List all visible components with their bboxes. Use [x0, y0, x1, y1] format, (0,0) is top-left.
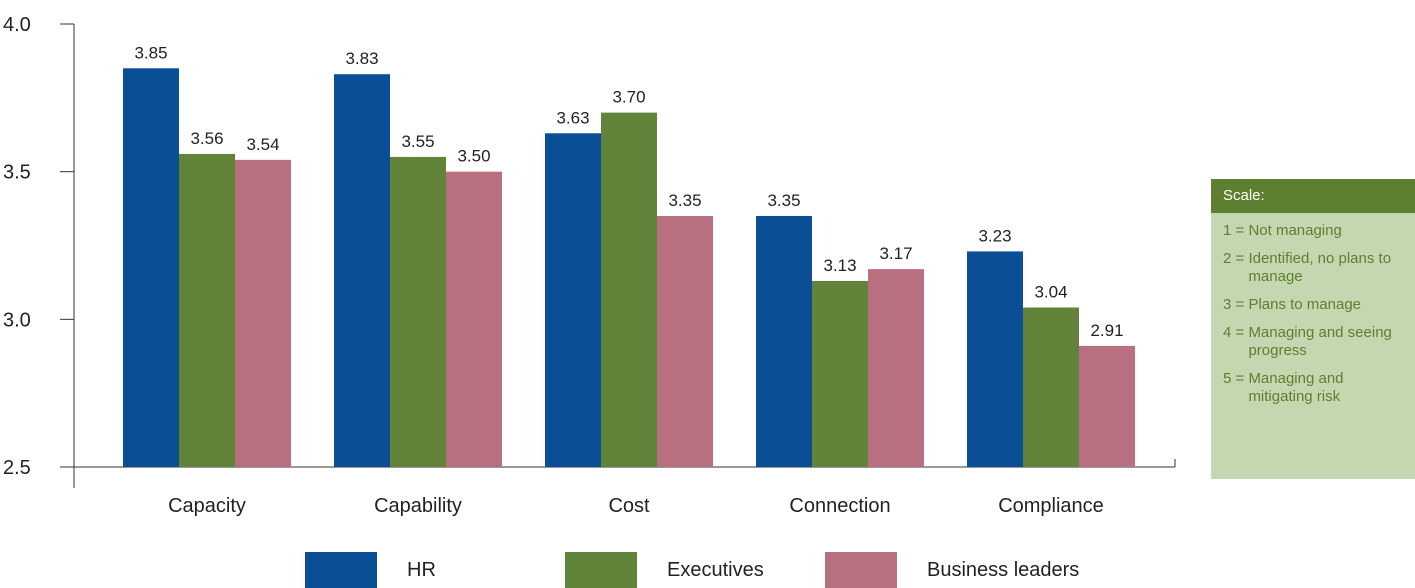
- bar-value-label: 3.56: [190, 129, 223, 148]
- scale-item-number: 4 =: [1223, 324, 1249, 341]
- bar-hr-connection: [756, 215, 812, 467]
- bar-business-leaders-connection: [868, 269, 924, 467]
- y-tick-label: 3.0: [3, 309, 31, 331]
- legend-swatch-executives: [565, 552, 637, 588]
- bar-executives-capability: [390, 156, 446, 467]
- scale-item-number: 5 =: [1223, 370, 1249, 387]
- scale-title: Scale:: [1211, 179, 1415, 213]
- bar-value-label: 3.70: [612, 88, 645, 107]
- scale-item-number: 3 =: [1223, 296, 1249, 313]
- legend-item-hr: HR: [305, 552, 565, 588]
- bar-value-label: 3.17: [879, 244, 912, 263]
- scale-item-text: Plans to manage: [1248, 296, 1362, 313]
- scale-item: 3 = Plans to manage: [1223, 296, 1405, 314]
- bar-executives-connection: [812, 280, 868, 467]
- bar-value-label: 3.35: [668, 191, 701, 210]
- bar-hr-cost: [545, 133, 601, 468]
- scale-item-number: 1 =: [1223, 222, 1249, 239]
- x-tick-label-cost: Cost: [608, 495, 650, 517]
- legend-label-executives: Executives: [667, 558, 764, 581]
- x-tick-label-capability: Capability: [374, 495, 462, 517]
- scale-item-text: Identified, no plans to manage: [1248, 250, 1392, 285]
- bar-executives-capacity: [179, 153, 235, 468]
- bar-executives-cost: [601, 112, 657, 467]
- y-tick-label: 2.5: [3, 457, 31, 479]
- scale-item: 5 = Managing and mitigating risk: [1223, 370, 1405, 406]
- bar-value-label: 3.23: [978, 226, 1011, 245]
- bar-value-label: 3.13: [823, 256, 856, 275]
- bar-executives-compliance: [1023, 307, 1079, 467]
- bar-business-leaders-capacity: [235, 159, 291, 467]
- x-tick-label-connection: Connection: [789, 495, 890, 517]
- bar-business-leaders-capability: [446, 171, 502, 467]
- scale-list: 1 = Not managing 2 = Identified, no plan…: [1211, 213, 1415, 406]
- scale-item: 1 = Not managing: [1223, 222, 1405, 240]
- legend-item-executives: Executives: [565, 552, 825, 588]
- scale-item-text: Not managing: [1248, 222, 1342, 239]
- bar-chart: 2.5 3.0 3.5 4.0 3.85 3.56 3.54 Capacity 3.83 3.55…: [3, 14, 1176, 517]
- bar-hr-capacity: [123, 68, 179, 468]
- legend-swatch-hr: [305, 552, 377, 588]
- y-tick-label: 4.0: [3, 14, 31, 36]
- scale-item-number: 2 =: [1223, 250, 1249, 267]
- scale-item-text: Managing and mitigating risk: [1248, 370, 1344, 405]
- bar-value-label: 3.35: [767, 191, 800, 210]
- bar-hr-capability: [334, 74, 390, 467]
- scale-panel: Scale: 1 = Not managing 2 = Identified, …: [1211, 179, 1415, 479]
- bar-value-label: 3.83: [345, 49, 378, 68]
- x-tick-label-compliance: Compliance: [998, 495, 1104, 517]
- scale-item: 2 = Identified, no plans to manage: [1223, 250, 1405, 286]
- bar-value-label: 2.91: [1090, 321, 1123, 340]
- bar-value-label: 3.50: [457, 147, 490, 166]
- bar-value-label: 3.04: [1034, 283, 1067, 302]
- bar-business-leaders-cost: [657, 215, 713, 467]
- x-tick-label-capacity: Capacity: [168, 495, 246, 517]
- bar-value-label: 3.63: [556, 108, 589, 127]
- bar-value-label: 3.85: [134, 43, 167, 62]
- bar-hr-compliance: [967, 251, 1023, 467]
- legend-item-business-leaders: Business leaders: [825, 552, 1125, 588]
- legend-label-hr: HR: [407, 558, 436, 581]
- y-tick-label: 3.5: [3, 162, 31, 184]
- bar-business-leaders-compliance: [1079, 345, 1135, 467]
- bar-value-label: 3.54: [246, 135, 279, 154]
- bar-value-label: 3.55: [401, 132, 434, 151]
- scale-item: 4 = Managing and seeing progress: [1223, 324, 1405, 360]
- scale-item-text: Managing and seeing progress: [1248, 324, 1392, 359]
- chart-legend: HR Executives Business leaders: [305, 552, 1125, 588]
- legend-label-business-leaders: Business leaders: [927, 558, 1080, 581]
- legend-swatch-business-leaders: [825, 552, 897, 588]
